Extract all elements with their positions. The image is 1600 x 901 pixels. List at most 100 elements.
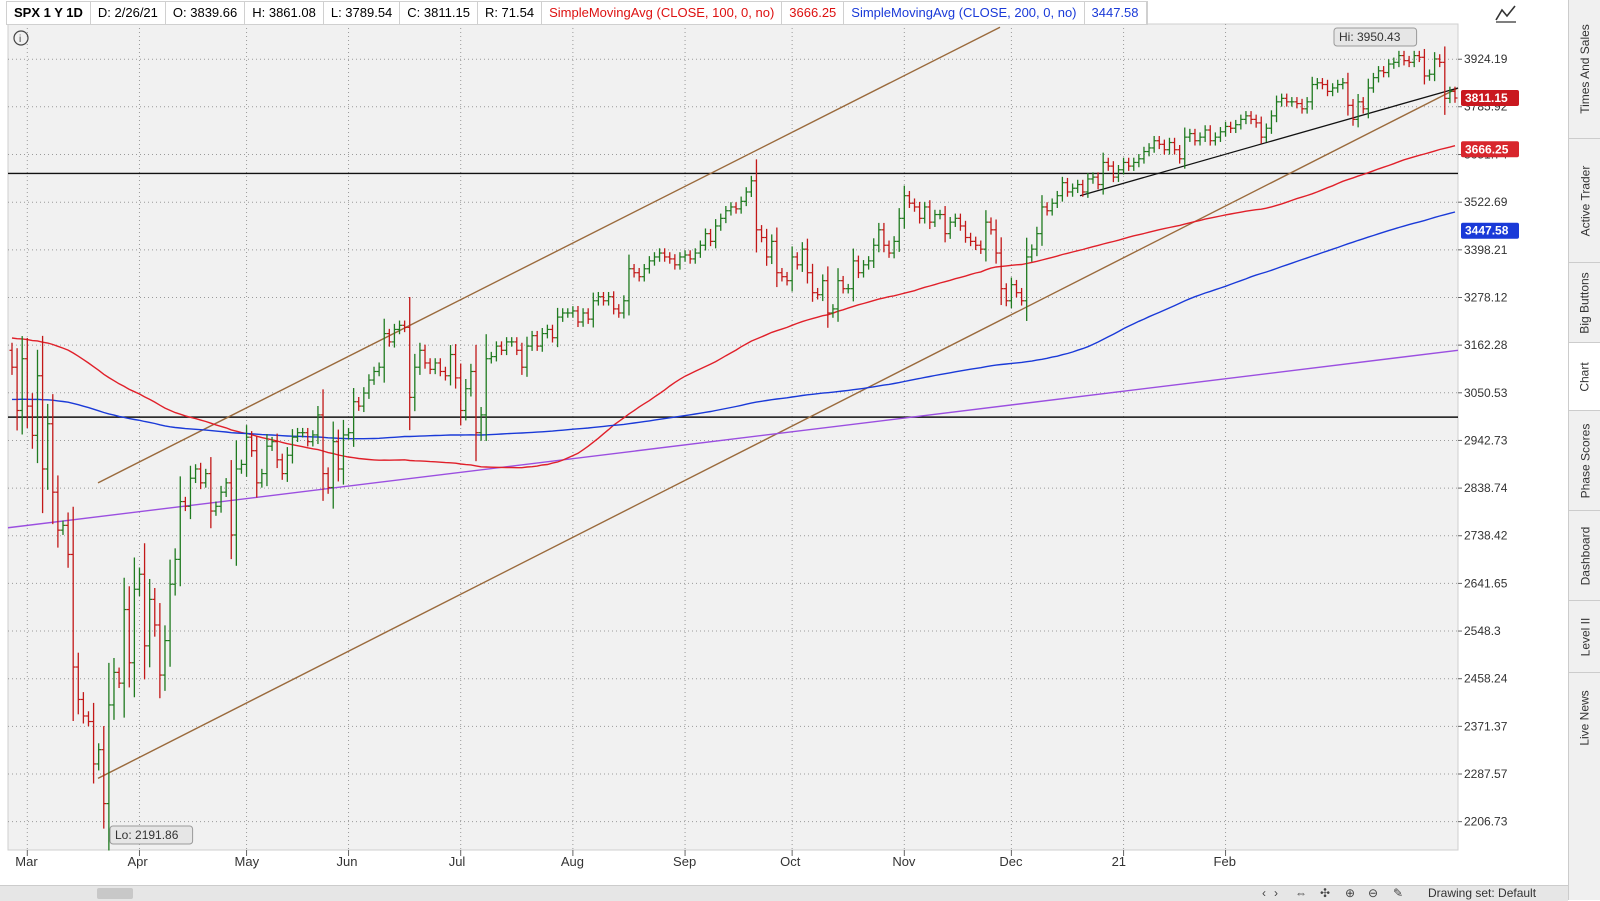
ohlc-bar	[478, 406, 484, 441]
ohlc-bar	[779, 267, 785, 282]
ohlc-bar	[993, 219, 999, 264]
scroll-left-icon[interactable]: ‹	[1262, 886, 1266, 900]
ohlc-bar	[514, 337, 520, 356]
ohlc-bar	[881, 222, 887, 253]
x-tick-label: Nov	[892, 854, 916, 869]
ohlc-bar	[422, 344, 428, 369]
ohlc-bar	[340, 419, 346, 485]
ohlc-bar	[1335, 79, 1341, 93]
ohlc-bar	[1340, 78, 1346, 90]
ohlc-bar	[1263, 123, 1269, 142]
ohlc-bar	[356, 396, 362, 411]
price-chart[interactable]: Mar Apr May Jun Jul Aug Sep Oct Nov Dec 21 Feb 3924.…	[0, 0, 1568, 885]
ohlc-bar	[300, 427, 306, 438]
ohlc-bar	[106, 662, 112, 851]
side-tabs: Times And Sales Active Trader Big Button…	[1568, 0, 1600, 900]
sma100-label[interactable]: SimpleMovingAvg (CLOSE, 100, 0, no)	[542, 2, 783, 24]
ohlc-bar	[1075, 179, 1081, 194]
ohlc-bar	[1059, 176, 1065, 202]
ohlc-bar	[1325, 79, 1331, 97]
ohlc-bar	[988, 217, 994, 235]
x-tick-label: Feb	[1214, 854, 1236, 869]
ohlc-bar	[126, 586, 132, 688]
ohlc-bar	[845, 283, 851, 294]
ohlc-bar	[646, 256, 652, 274]
sma200-label[interactable]: SimpleMovingAvg (CLOSE, 200, 0, no)	[844, 2, 1085, 24]
ohlc-bar	[896, 208, 902, 252]
ohlc-bar	[912, 198, 918, 212]
ohlc-bar	[585, 308, 591, 324]
ohlc-bar	[794, 252, 800, 270]
y-tick-label: 2287.57	[1464, 767, 1508, 781]
trend-line	[7, 349, 1459, 529]
y-tick-label: 3278.12	[1464, 290, 1508, 304]
ohlc-bar	[820, 274, 826, 302]
ohlc-bar	[458, 363, 464, 426]
ohlc-bar	[376, 362, 382, 377]
ohlc-bar	[1447, 86, 1453, 104]
ohlc-bar	[1406, 55, 1412, 68]
study-legend: SPX 1 Y 1D D: 2/26/21 O: 3839.66 H: 3861…	[6, 1, 1148, 25]
y-tick-label: 2371.37	[1464, 719, 1508, 733]
ohlc-bar	[947, 217, 953, 239]
x-tick-label: 21	[1112, 854, 1126, 869]
ohlc-bar	[1192, 128, 1198, 146]
ohlc-bar	[259, 468, 265, 488]
zoom-out-icon[interactable]: ⊖	[1368, 886, 1379, 900]
ohlc-bar	[1090, 172, 1096, 184]
ohlc-bar	[657, 248, 663, 262]
ohlc-bar	[1238, 114, 1244, 130]
ohlc-bar	[371, 366, 377, 385]
ohlc-bar	[1314, 78, 1320, 90]
ohlc-bar	[1370, 72, 1376, 93]
drawing-set-label[interactable]: Drawing set: Default	[1428, 886, 1537, 900]
symbol-label[interactable]: SPX 1 Y 1D	[7, 2, 91, 24]
ohlc-bar	[453, 344, 459, 389]
tab-chart[interactable]: Chart	[1569, 342, 1600, 411]
ohlc-bar	[830, 304, 836, 318]
ohlc-bar	[1013, 279, 1019, 298]
ohlc-bar	[1416, 50, 1422, 63]
pencil-icon[interactable]: ✎	[1393, 886, 1404, 900]
tab-phase-scores[interactable]: Phase Scores	[1569, 410, 1600, 511]
ohlc-bar	[391, 323, 397, 348]
ohlc-bar	[1345, 72, 1351, 116]
ohlc-bar	[590, 292, 596, 328]
y-tick-label: 3924.19	[1464, 52, 1508, 66]
scroll-right-icon[interactable]: ›	[1274, 886, 1278, 900]
ohlc-bar	[702, 228, 708, 251]
zoom-in-icon[interactable]: ⊕	[1345, 886, 1356, 900]
ohlc-bar	[733, 202, 739, 214]
ohlc-bar	[233, 440, 239, 566]
y-tick-label: 3162.28	[1464, 338, 1508, 352]
ohlc-bar	[448, 345, 454, 386]
tab-live-news[interactable]: Live News	[1569, 672, 1600, 763]
ohlc-bar	[549, 324, 555, 343]
x-tick-label: Apr	[127, 854, 148, 869]
ohlc-bar	[753, 159, 759, 253]
ohlc-bar	[886, 240, 892, 258]
ohlc-bar	[983, 210, 989, 262]
ohlc-bar	[1284, 93, 1290, 107]
ohlc-bar	[412, 353, 418, 412]
ohlc-bar	[1223, 121, 1229, 137]
tab-times-and-sales[interactable]: Times And Sales	[1569, 0, 1600, 139]
ohlc-bar	[315, 406, 321, 445]
lo-label-bg	[109, 825, 194, 845]
ohlc-bar	[804, 238, 810, 284]
scrollbar-thumb[interactable]	[97, 888, 133, 899]
tab-level-ii[interactable]: Level II	[1569, 600, 1600, 673]
pan-icon[interactable]: ✣	[1320, 886, 1331, 900]
tab-active-trader[interactable]: Active Trader	[1569, 138, 1600, 263]
tab-dashboard[interactable]: Dashboard	[1569, 510, 1600, 601]
ohlc-bar	[1274, 95, 1280, 123]
ohlc-bar	[361, 387, 367, 413]
ohlc-bar	[9, 342, 15, 375]
ohlc-bar	[764, 228, 770, 266]
zoom-icon[interactable]: ⇔	[1295, 886, 1307, 900]
ohlc-bar	[636, 267, 642, 282]
tab-big-buttons[interactable]: Big Buttons	[1569, 262, 1600, 343]
ohlc-bar	[1146, 143, 1152, 157]
drawing-tool-icon[interactable]	[1493, 2, 1519, 24]
